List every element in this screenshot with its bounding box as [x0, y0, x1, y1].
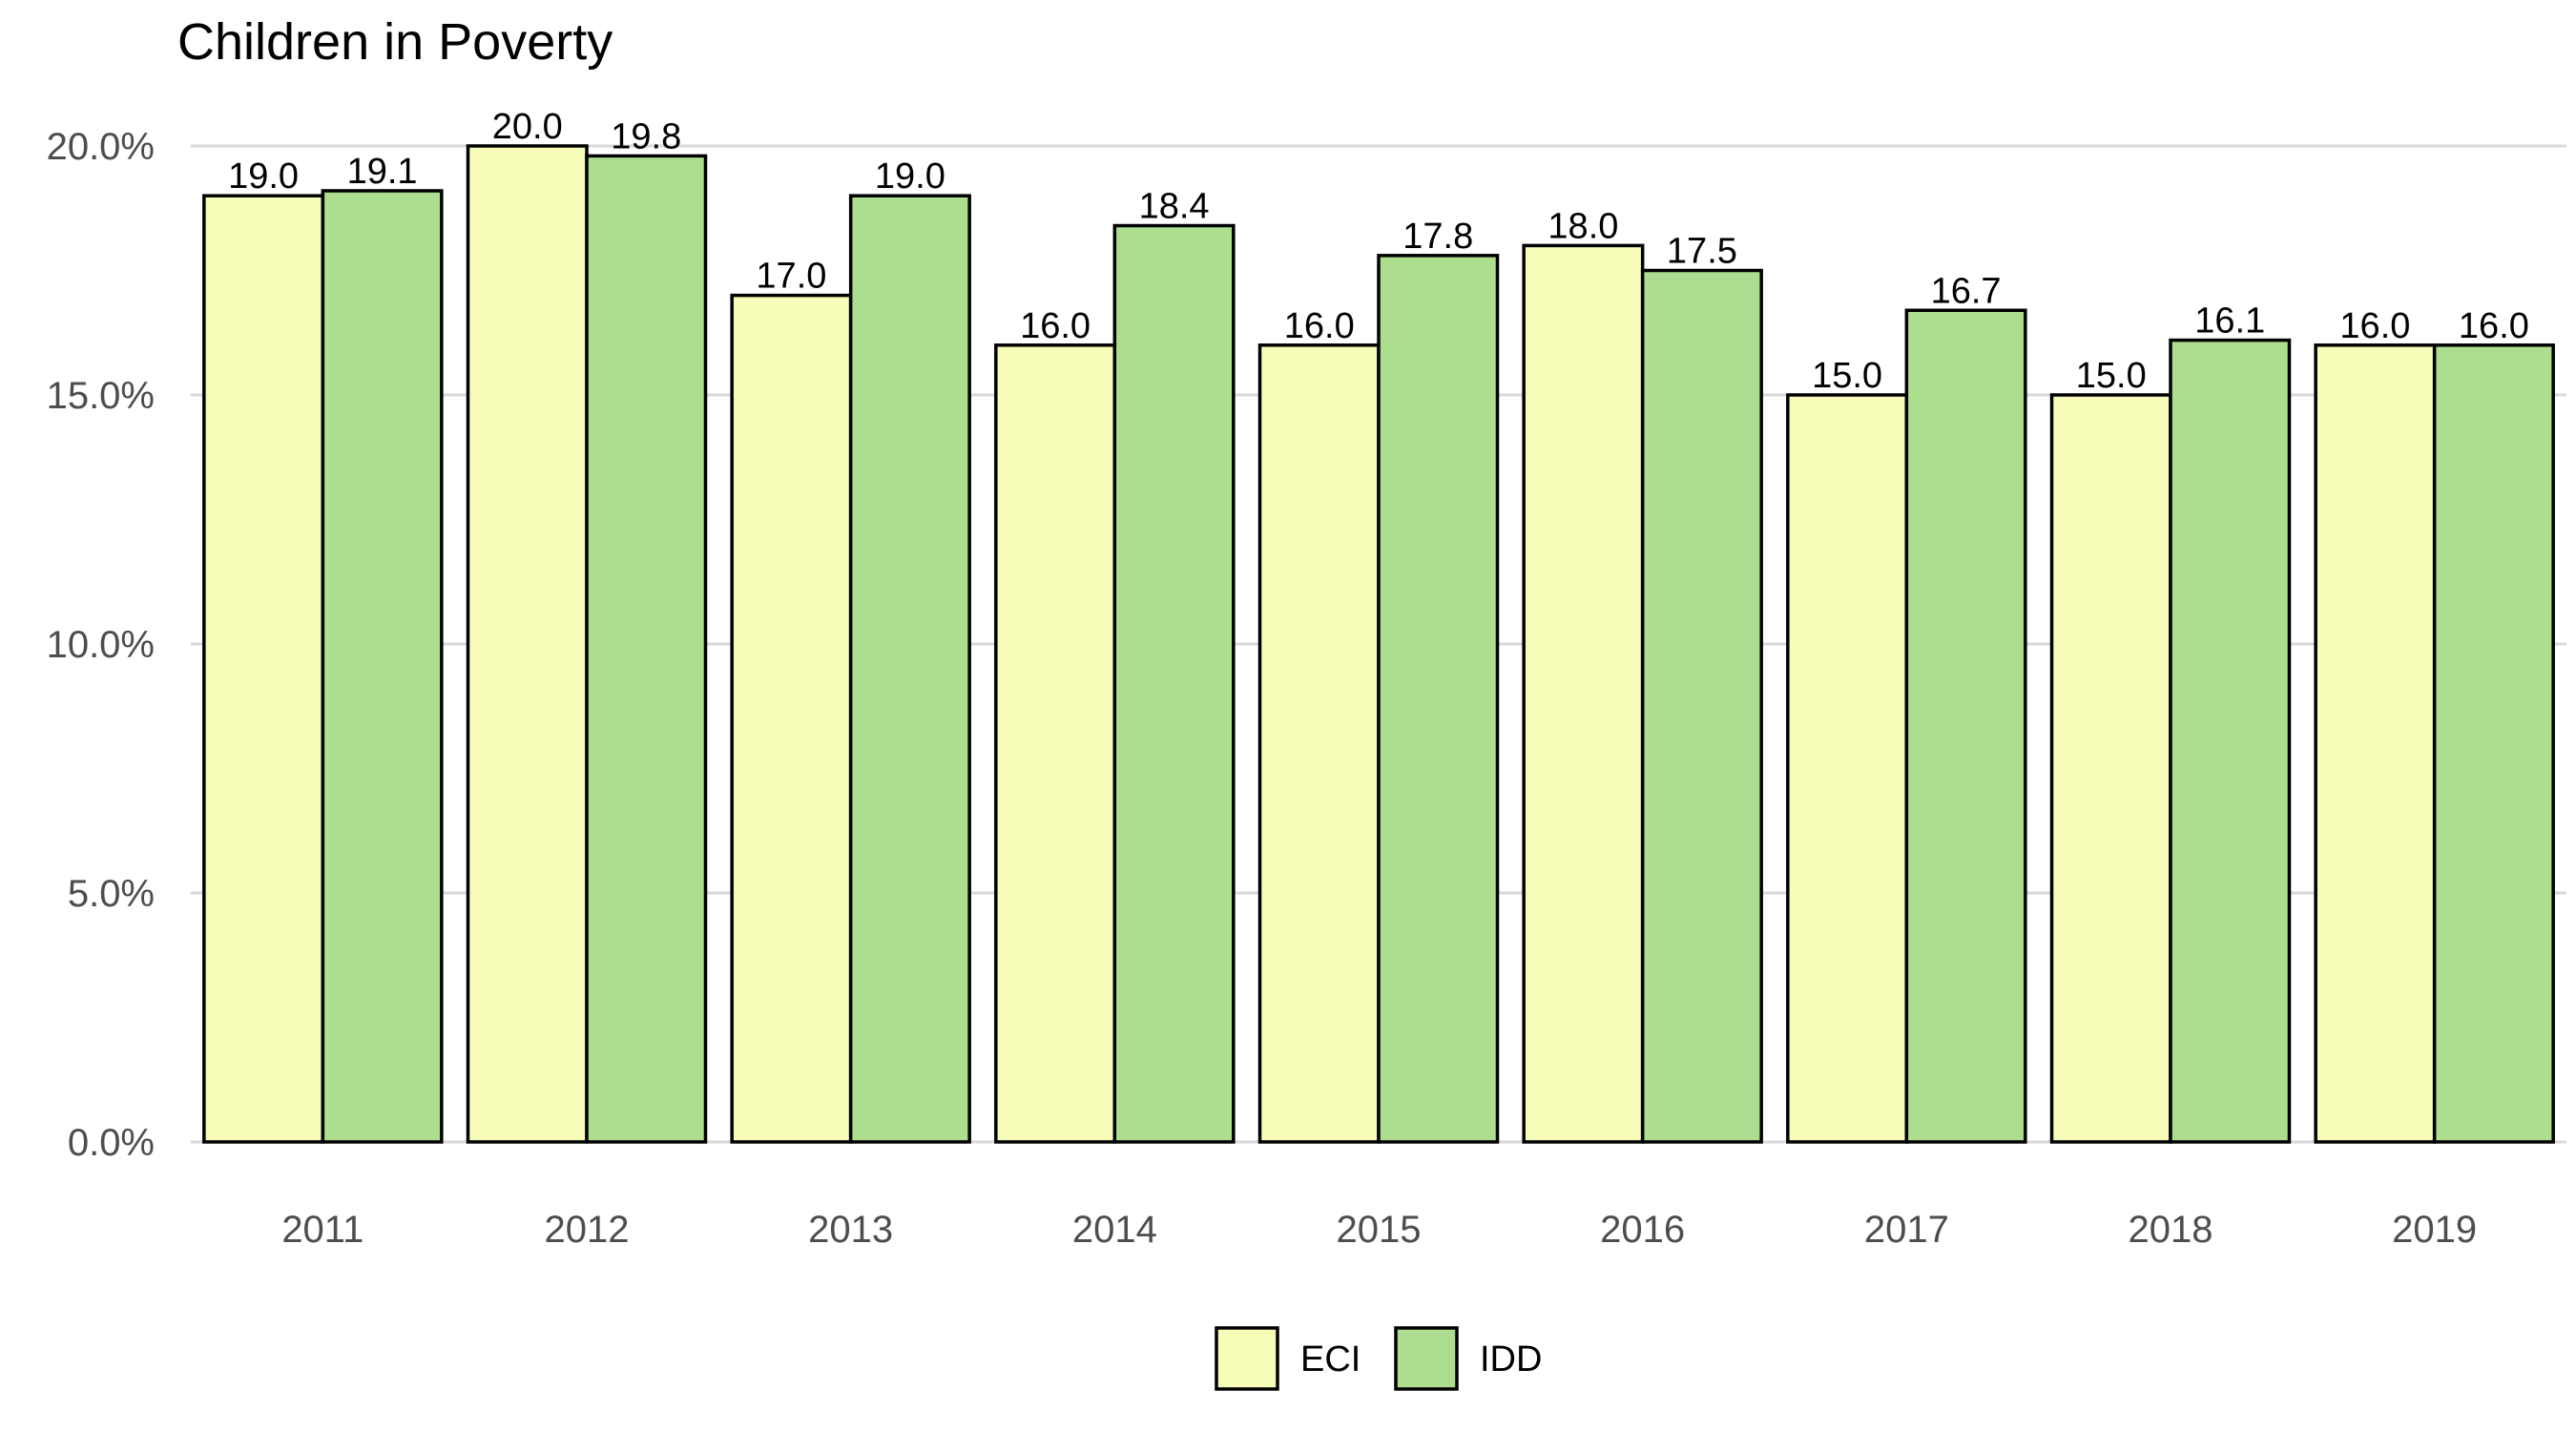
x-axis-ticks: 2011 2012 2013 2014 2015 2016 2017 2018 2019 [281, 1209, 2477, 1251]
bar-idd-2013 [848, 194, 971, 1144]
bar-eci-2019 [2314, 343, 2437, 1144]
data-label-eci-2019: 16.0 [2339, 306, 2410, 346]
bar-eci-2015 [1257, 343, 1381, 1144]
x-tick-label-2014: 2014 [1072, 1209, 1157, 1251]
bar-eci-2013 [730, 293, 853, 1144]
x-tick-label-2012: 2012 [545, 1209, 630, 1251]
bar-eci-2014 [994, 343, 1117, 1144]
bar-idd-2017 [1904, 308, 2027, 1144]
data-labels: 19.0 19.1 20.0 19.8 17.0 19.0 16.0 18.4 16.0 17.8… [228, 107, 2529, 396]
data-label-eci-2014: 16.0 [1020, 306, 1091, 346]
y-axis-ticks: 0.0% 5.0% 10.0% 15.0% 20.0% [47, 126, 155, 1164]
bar-eci-2018 [2049, 393, 2172, 1144]
legend-label-eci: ECI [1300, 1339, 1361, 1379]
bar-eci-2016 [1522, 243, 1645, 1144]
y-tick-label-2: 10.0% [47, 624, 155, 666]
bar-eci-2011 [202, 194, 325, 1144]
data-label-idd-2013: 19.0 [875, 156, 945, 197]
x-tick-label-2015: 2015 [1337, 1209, 1422, 1251]
data-label-eci-2011: 19.0 [228, 156, 299, 197]
data-label-idd-2018: 16.1 [2194, 301, 2265, 342]
bar-idd-2011 [321, 189, 444, 1144]
data-label-idd-2017: 16.7 [1931, 271, 2002, 311]
x-tick-label-2018: 2018 [2129, 1209, 2213, 1251]
chart-title: Children in Poverty [177, 13, 613, 71]
data-label-eci-2012: 20.0 [492, 107, 563, 147]
x-tick-label-2017: 2017 [1864, 1209, 1949, 1251]
data-label-eci-2017: 15.0 [1812, 356, 1882, 396]
bar-idd-2012 [585, 154, 708, 1144]
data-label-eci-2018: 15.0 [2076, 356, 2147, 396]
bar-idd-2014 [1112, 223, 1236, 1144]
x-tick-label-2011: 2011 [281, 1209, 364, 1251]
data-label-idd-2011: 19.1 [347, 152, 418, 192]
bar-idd-2018 [2169, 338, 2292, 1144]
data-label-idd-2015: 17.8 [1402, 217, 1473, 257]
bar-idd-2015 [1377, 254, 1500, 1144]
bar-idd-2019 [2432, 343, 2555, 1144]
bars [202, 144, 2555, 1144]
data-label-eci-2016: 18.0 [1548, 206, 1618, 246]
bar-idd-2016 [1640, 268, 1763, 1144]
legend-label-idd: IDD [1480, 1339, 1542, 1379]
x-tick-label-2019: 2019 [2392, 1209, 2477, 1251]
legend-key-eci [1215, 1326, 1279, 1391]
legend: ECI IDD [1215, 1326, 1542, 1391]
data-label-idd-2014: 18.4 [1139, 187, 1210, 227]
data-label-eci-2015: 16.0 [1284, 306, 1355, 346]
data-label-idd-2019: 16.0 [2459, 306, 2529, 346]
x-tick-label-2013: 2013 [808, 1209, 893, 1251]
y-tick-label-4: 20.0% [47, 126, 155, 168]
y-tick-label-0: 0.0% [68, 1122, 155, 1164]
bar-eci-2017 [1786, 393, 1909, 1144]
data-label-idd-2012: 19.8 [611, 116, 681, 156]
x-tick-label-2016: 2016 [1600, 1209, 1685, 1251]
data-label-idd-2016: 17.5 [1667, 232, 1737, 272]
y-tick-label-3: 15.0% [47, 375, 155, 417]
data-label-eci-2013: 17.0 [756, 257, 826, 297]
legend-key-idd [1394, 1326, 1459, 1391]
bar-eci-2012 [466, 144, 589, 1144]
y-tick-label-1: 5.0% [68, 873, 155, 915]
